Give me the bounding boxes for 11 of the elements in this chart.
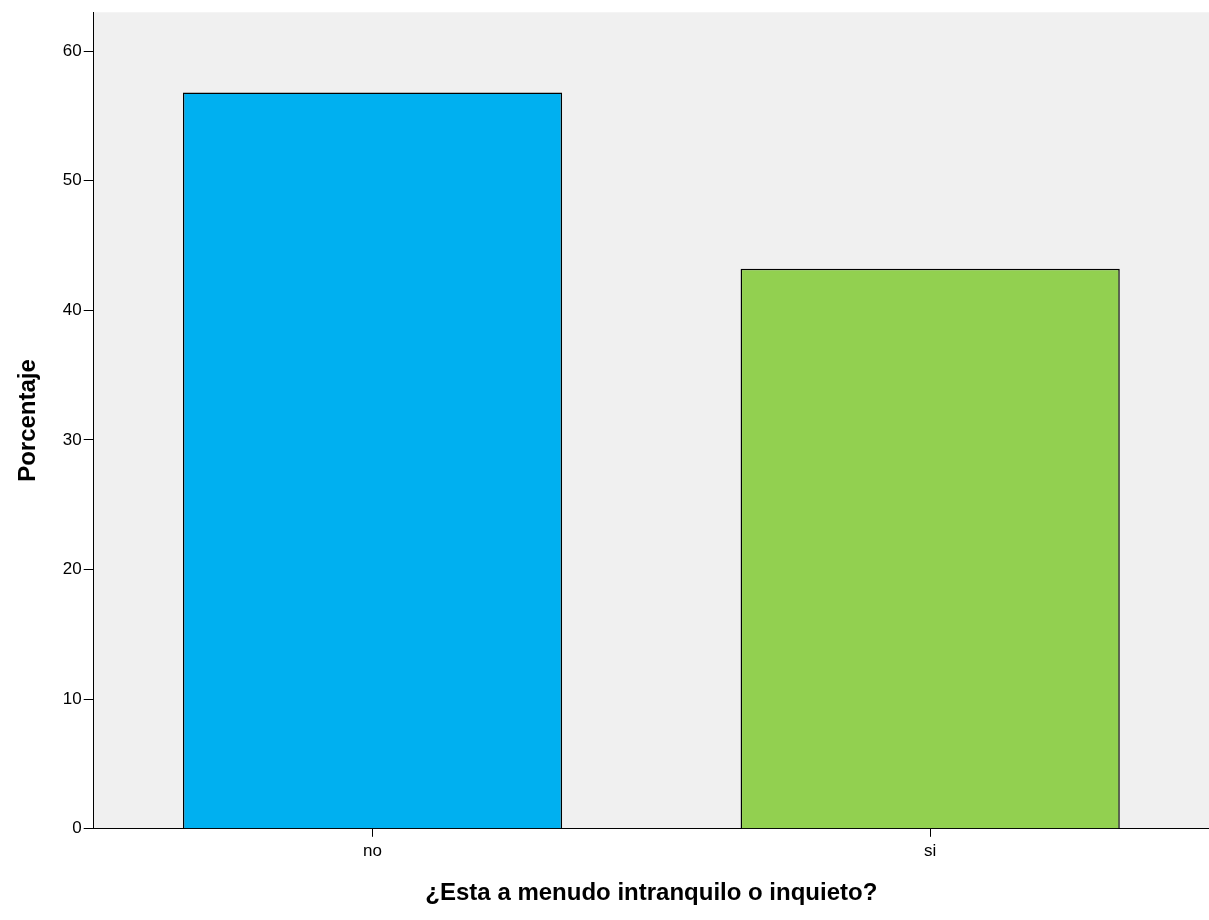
y-tick-label: 40: [62, 300, 82, 320]
y-tick-label: 20: [62, 559, 82, 579]
x-tick-label: si: [924, 840, 937, 860]
y-axis-title: Porcentaje: [13, 359, 41, 482]
x-tick-label: no: [363, 840, 382, 860]
x-axis-title: ¿Esta a menudo intranquilo o inquieto?: [425, 878, 878, 906]
y-tick-label: 60: [62, 40, 82, 60]
y-tick-label: 50: [62, 170, 82, 190]
y-tick-label: 10: [62, 688, 82, 708]
y-tick-label: 0: [72, 818, 82, 838]
y-tick-label: 30: [62, 429, 82, 449]
